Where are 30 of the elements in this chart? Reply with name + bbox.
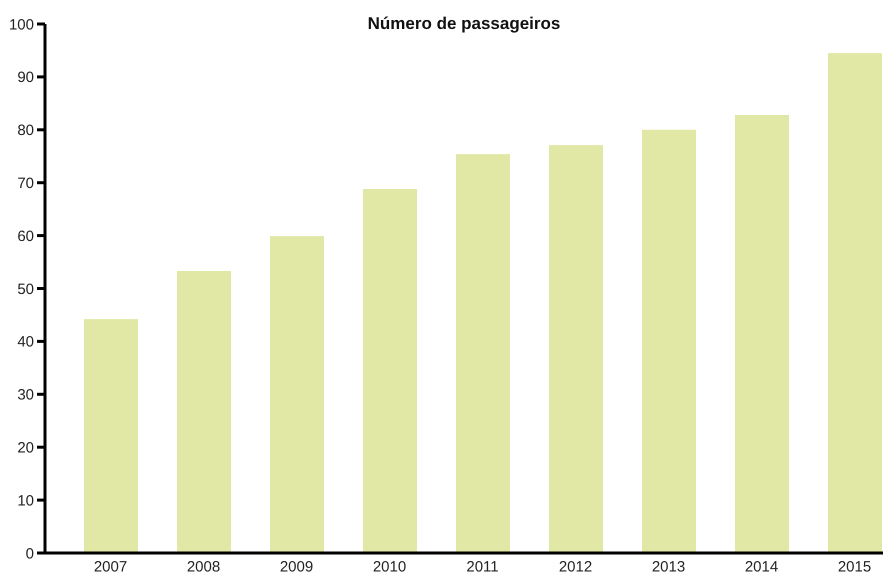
x-tick-label: 2007 [94,558,128,576]
x-tick-label: 2010 [372,558,406,576]
bar [270,236,324,553]
bar [84,319,138,553]
y-tick-label: 80 [17,122,34,140]
bar [456,154,510,553]
y-tick-label: 50 [17,280,34,298]
y-tick-label: 90 [17,69,34,86]
y-tick-label: 10 [17,492,34,510]
chart-title: Número de passageiros [366,14,562,34]
y-tick-label: 70 [17,175,34,192]
y-tick-label: 40 [17,334,34,351]
bar [177,271,231,553]
bar [549,145,603,553]
bar [735,114,789,553]
x-tick-label: 2009 [280,558,314,576]
y-tick-label: 20 [17,440,34,457]
x-tick-label: 2008 [186,558,220,576]
bar [363,189,417,553]
x-tick-label: 2013 [652,558,686,576]
x-tick-label: 2011 [466,558,499,576]
x-tick-label: 2012 [558,558,592,576]
bar [642,130,696,553]
x-tick-label: 2015 [838,558,872,576]
y-tick-label: 100 [8,16,34,34]
x-tick-label: 2014 [744,558,778,576]
y-tick-label: 0 [26,545,34,562]
y-tick-label: 30 [17,386,34,404]
y-tick-label: 60 [17,228,34,245]
bar [828,53,882,553]
